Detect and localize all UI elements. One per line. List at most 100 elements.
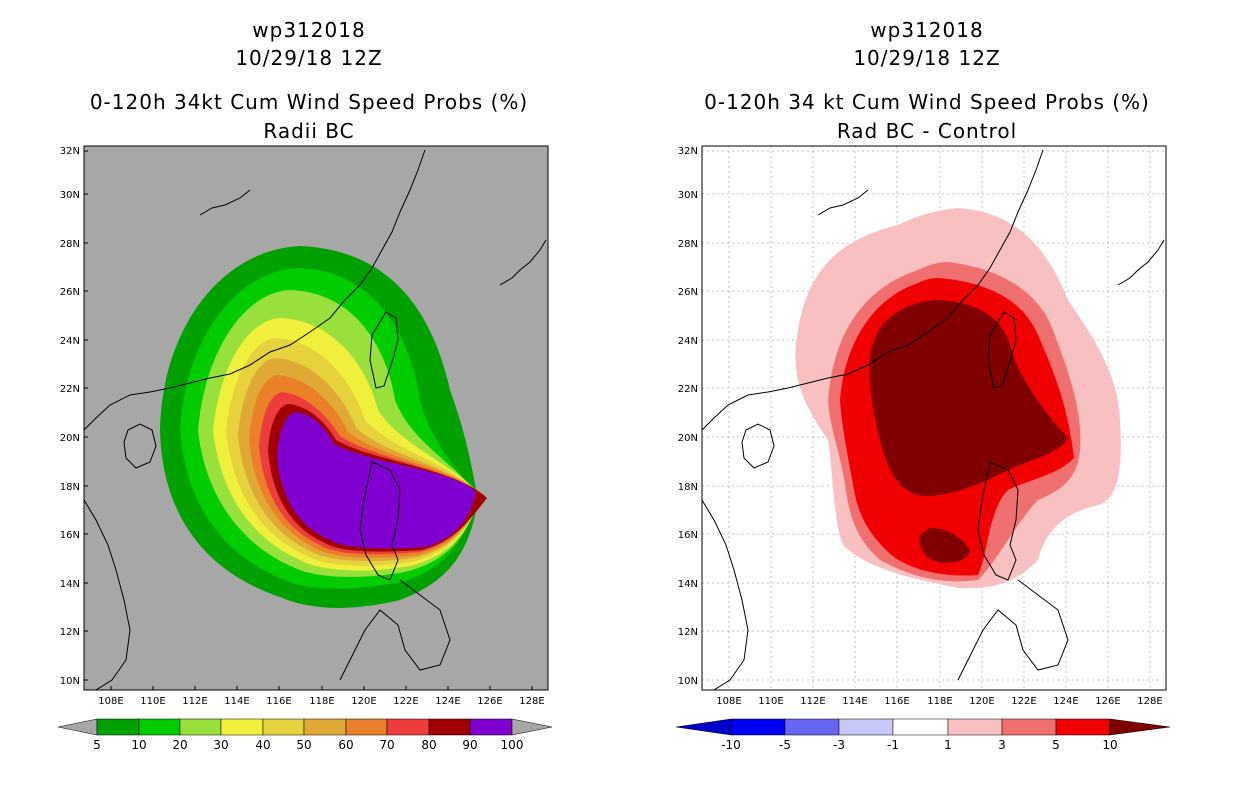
left-colorbar-label: 80	[421, 738, 436, 752]
right-xtick: 126E	[1095, 696, 1120, 707]
left-xtick: 114E	[224, 696, 249, 707]
right-coast-china	[702, 149, 1044, 431]
right-colorbar-swatch	[947, 718, 1003, 736]
right-ytick: 22N	[678, 384, 698, 395]
left-contour-100	[277, 412, 476, 549]
left-colorbar-labels: 5 10 20 30 40 50 60 70 80 90 100	[93, 738, 523, 752]
left-ytick: 12N	[60, 627, 80, 638]
right-xtick: 122E	[1011, 696, 1036, 707]
right-title: 0-120h 34 kt Cum Wind Speed Probs (%)	[704, 90, 1150, 114]
right-storm-id: wp312018	[870, 18, 984, 42]
right-contour-10b	[919, 528, 970, 563]
right-colorbar-swatch	[838, 718, 894, 736]
left-map: 32N 30N 28N 26N 24N 22N 20N 18N 16N 14N …	[57, 145, 553, 752]
left-date: 10/29/18 12Z	[235, 46, 383, 70]
right-date: 10/29/18 12Z	[853, 46, 1001, 70]
right-colorbar-label: 5	[1052, 738, 1060, 752]
left-colorbar-min-arrow	[57, 718, 98, 736]
right-colorbar-label: 1	[944, 738, 952, 752]
left-colorbar-swatch	[138, 718, 181, 736]
right-map-frame	[701, 145, 1167, 691]
right-ytick: 20N	[678, 433, 698, 444]
right-colorbar-label: -1	[887, 738, 899, 752]
right-colorbar-swatch	[730, 718, 786, 736]
right-xtick: 128E	[1137, 696, 1162, 707]
left-colorbar-swatch	[96, 718, 140, 736]
right-colorbar-max-arrow	[1109, 718, 1171, 736]
right-ytick: 18N	[678, 482, 698, 493]
left-coast-vietnam	[84, 499, 131, 690]
left-ytick: 22N	[60, 384, 80, 395]
left-coast-taiwan	[369, 311, 399, 389]
left-coast-china	[84, 149, 426, 431]
left-colorbar-swatch	[262, 718, 305, 736]
right-x-tick-labels: 108E 110E 112E 114E 116E 118E 120E 122E …	[716, 696, 1162, 707]
left-storm-id: wp312018	[252, 18, 366, 42]
left-ytick: 10N	[60, 676, 80, 687]
right-colorbar	[675, 718, 1171, 736]
right-coast-taiwan	[987, 311, 1017, 389]
right-colorbar-swatch	[892, 718, 949, 736]
left-coast-korea	[199, 189, 251, 216]
left-coastlines	[84, 149, 547, 690]
left-colorbar-label: 70	[379, 738, 394, 752]
right-ytick: 26N	[678, 287, 698, 298]
right-colorbar-swatch	[784, 718, 840, 736]
left-ytick: 26N	[60, 287, 80, 298]
left-coast-islands	[339, 579, 451, 681]
right-xtick: 108E	[716, 696, 741, 707]
left-colorbar-label: 50	[296, 738, 311, 752]
right-colorbar-min-arrow	[675, 718, 732, 736]
left-title: 0-120h 34kt Cum Wind Speed Probs (%)	[89, 90, 529, 114]
left-y-tick-labels: 32N 30N 28N 26N 24N 22N 20N 18N 16N 14N …	[60, 146, 80, 687]
right-ytick: 30N	[678, 190, 698, 201]
left-colorbar-label: 60	[338, 738, 353, 752]
left-colorbar-max-arrow	[511, 718, 553, 736]
left-ytick: 14N	[60, 579, 80, 590]
right-colorbar-labels: -10 -5 -3 -1 1 3 5 10	[721, 738, 1117, 752]
right-coast-islands	[957, 579, 1069, 681]
left-colorbar-label: 20	[172, 738, 187, 752]
right-y-tick-labels: 32N 30N 28N 26N 24N 22N 20N 18N 16N 14N …	[678, 146, 698, 687]
right-xtick: 124E	[1053, 696, 1078, 707]
left-map-frame	[83, 145, 549, 691]
left-coast-ryukyu	[499, 239, 547, 286]
right-xtick: 118E	[927, 696, 952, 707]
left-xtick: 118E	[309, 696, 334, 707]
left-xtick: 120E	[351, 696, 376, 707]
left-x-tick-labels: 108E 110E 112E 114E 116E 118E 120E 122E …	[98, 696, 544, 707]
left-ytick: 32N	[60, 146, 80, 157]
left-colorbar-label: 10	[131, 738, 146, 752]
left-colorbar	[57, 718, 553, 736]
left-colorbar-swatch	[345, 718, 388, 736]
left-colorbar-swatch	[179, 718, 222, 736]
left-ytick: 16N	[60, 530, 80, 541]
left-colorbar-label: 30	[213, 738, 228, 752]
right-xtick: 110E	[758, 696, 783, 707]
right-subtitle: Rad BC - Control	[836, 119, 1018, 143]
right-colorbar-label: -5	[779, 738, 791, 752]
left-xtick: 112E	[182, 696, 207, 707]
right-colorbar-swatch	[1001, 718, 1057, 736]
left-colorbar-label: 100	[501, 738, 524, 752]
left-colorbar-swatch	[303, 718, 347, 736]
right-xtick: 120E	[969, 696, 994, 707]
right-ytick: 12N	[678, 627, 698, 638]
left-xtick: 124E	[435, 696, 460, 707]
right-colorbar-label: 3	[998, 738, 1006, 752]
left-coast-luzon	[359, 461, 401, 581]
left-panel: wp312018 10/29/18 12Z 0-120h 34kt Cum Wi…	[57, 18, 553, 752]
left-axis-ticks	[84, 150, 533, 690]
left-colorbar-label: 90	[462, 738, 477, 752]
right-coast-vietnam	[702, 499, 749, 690]
left-xtick: 116E	[266, 696, 291, 707]
left-colorbar-swatch	[428, 718, 471, 736]
left-xtick: 122E	[393, 696, 418, 707]
right-xtick: 114E	[842, 696, 867, 707]
right-colorbar-label: 10	[1102, 738, 1117, 752]
left-colorbar-swatch	[386, 718, 430, 736]
right-coast-luzon	[977, 461, 1019, 581]
right-ytick: 10N	[678, 676, 698, 687]
left-xtick: 126E	[477, 696, 502, 707]
right-map: 32N 30N 28N 26N 24N 22N 20N 18N 16N 14N …	[675, 145, 1171, 752]
